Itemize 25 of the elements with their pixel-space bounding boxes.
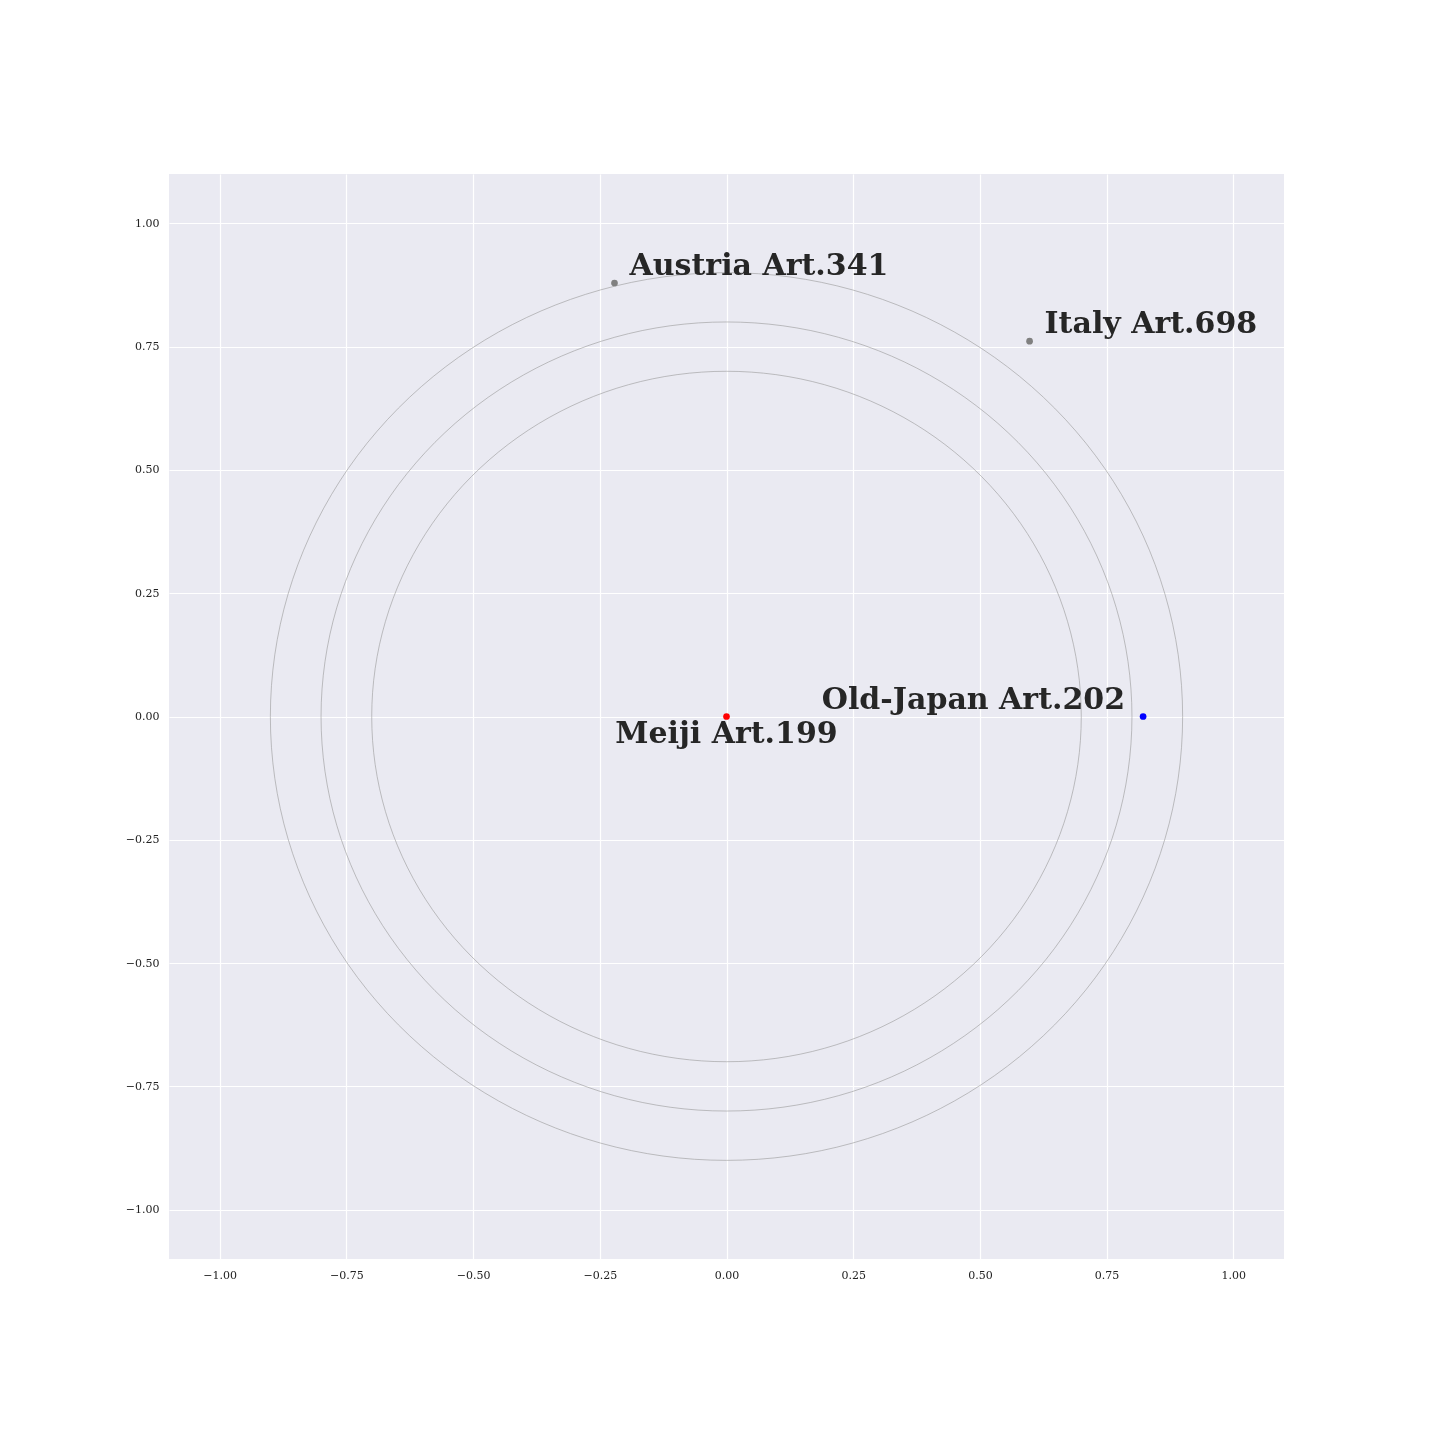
x-tick-label: 0.00 [714, 1268, 740, 1282]
point [1139, 713, 1147, 720]
y-tick-label: −1.00 [125, 1203, 160, 1217]
x-tick-label: −0.25 [583, 1268, 618, 1282]
x-tick-label: 0.50 [968, 1268, 993, 1282]
x-tick-label: −0.75 [330, 1268, 364, 1282]
y-tick-label: 0.75 [135, 340, 160, 354]
annotation: Austria Art.341 [628, 246, 889, 282]
annotation: Old-Japan Art.202 [821, 680, 1126, 716]
point [611, 279, 618, 287]
x-tick-label: −1.00 [203, 1268, 238, 1282]
y-tick-label: −0.75 [125, 1079, 160, 1093]
x-tick-label: −0.50 [456, 1268, 491, 1282]
x-tick-label: 0.75 [1094, 1268, 1120, 1282]
x-tick-label: 0.25 [841, 1268, 866, 1282]
y-tick-label: 0.25 [135, 586, 160, 600]
y-tick-label: −0.50 [125, 956, 160, 970]
annotation: Meiji Art.199 [615, 714, 838, 750]
annotation: Italy Art.698 [1044, 305, 1258, 341]
y-tick-label: 0.00 [135, 710, 160, 723]
point [1026, 337, 1033, 345]
x-tick-label: 1.00 [1221, 1268, 1247, 1282]
y-tick-label: 0.50 [135, 463, 160, 477]
y-tick-label: −0.25 [125, 833, 160, 847]
y-tick-label: 1.00 [135, 216, 160, 230]
